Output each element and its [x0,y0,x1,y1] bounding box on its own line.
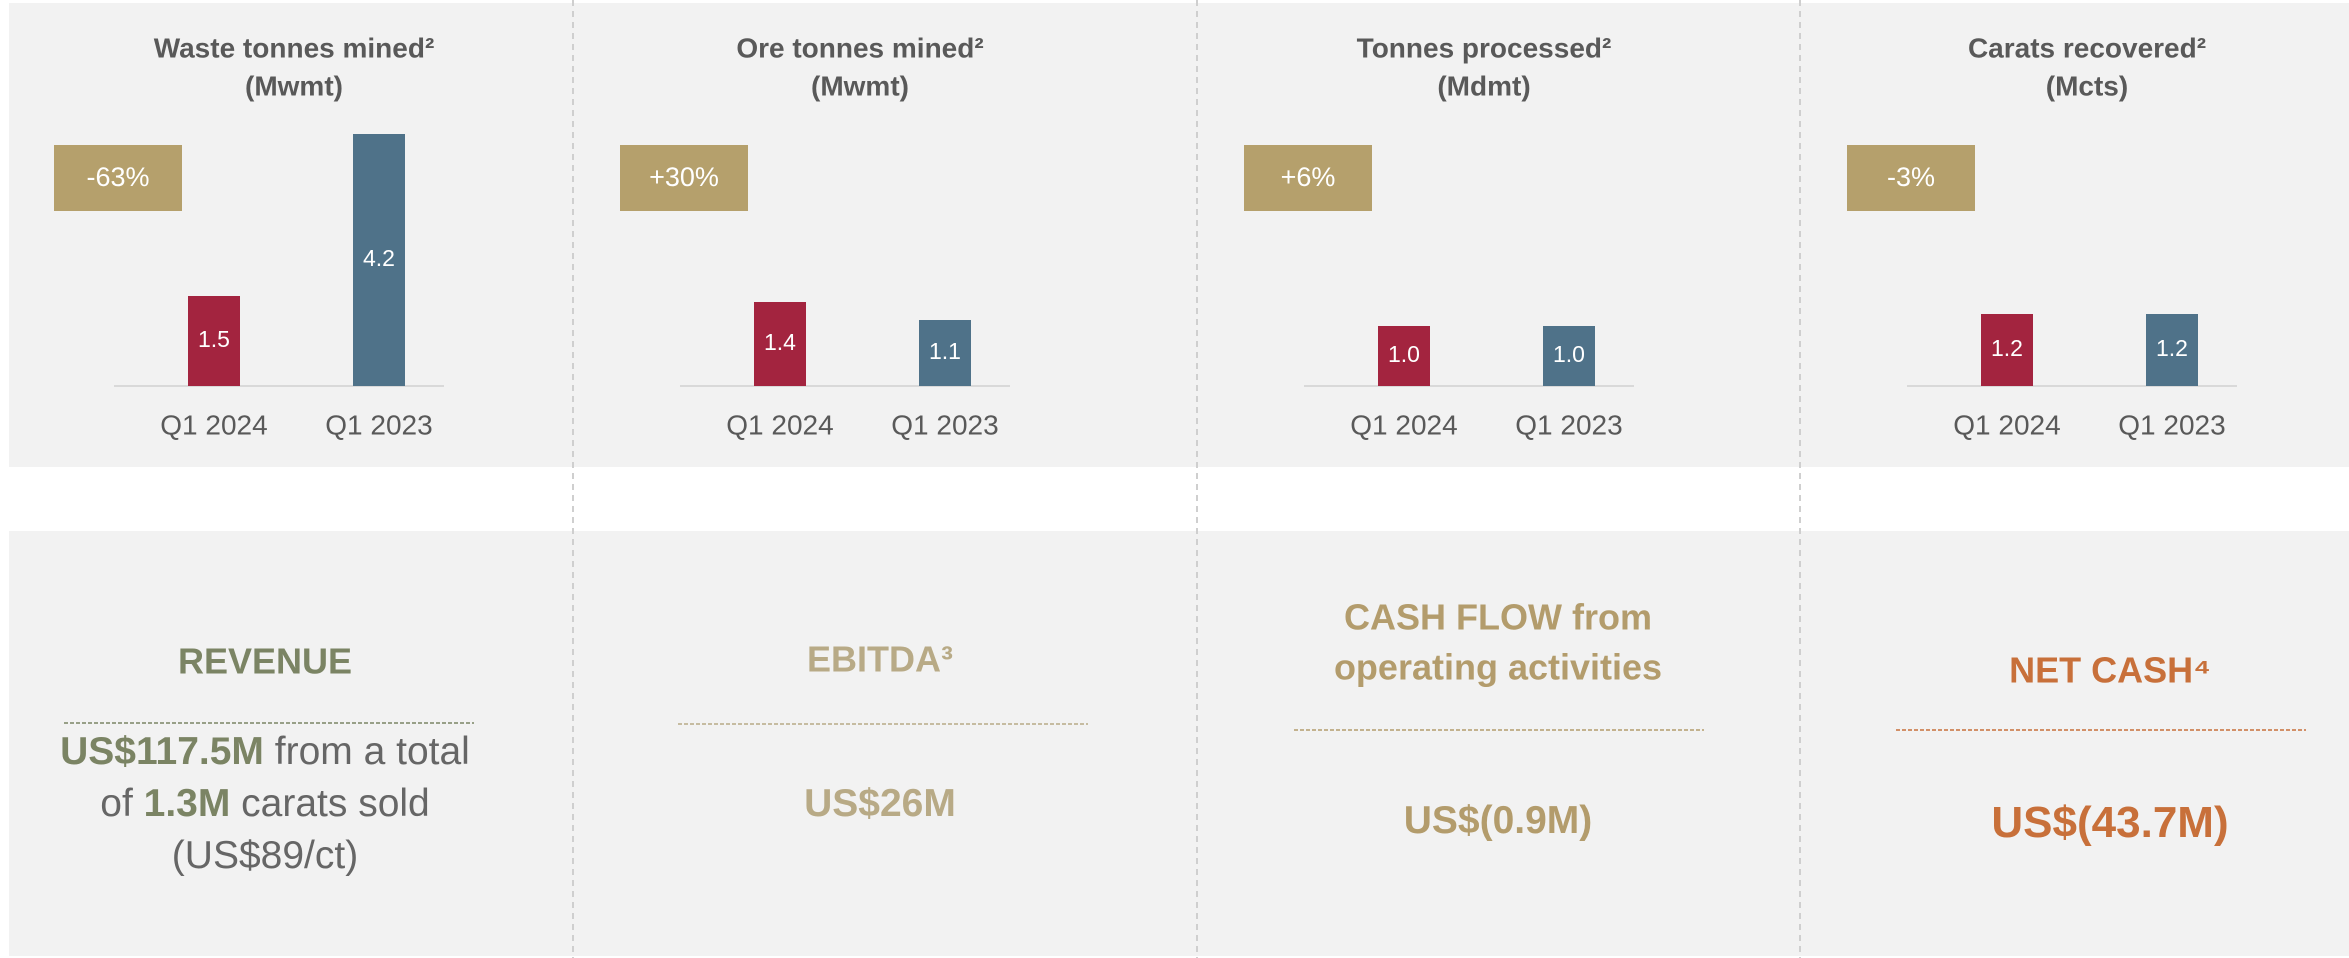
kpi-title: NET CASH⁴ [2009,650,2211,691]
kpi-value: US$117.5M from a total [60,730,470,773]
kpi-value: of 1.3M carats sold [100,782,430,825]
x-tick-label: Q1 2023 [1515,409,1622,440]
value-label: 4.2 [363,245,395,271]
kpi-text: 1.3M [144,782,231,825]
kpi-text: from a total [264,730,470,773]
chart-subtitle: (Mwmt) [811,70,909,101]
bottom-panel [9,531,2349,956]
kpi-text: US$26M [804,782,956,825]
bar [1543,326,1595,386]
x-tick-label: Q1 2023 [891,409,998,440]
change-badge [1244,145,1372,211]
x-tick-label: Q1 2023 [325,409,432,440]
kpi-value: US$26M [804,782,956,825]
chart-subtitle: (Mwmt) [245,70,343,101]
kpi-text: (US$89/ct) [172,834,358,877]
kpi-value: (US$89/ct) [172,834,358,877]
x-tick-label: Q1 2023 [2118,409,2225,440]
kpi-text: carats sold [230,782,429,825]
bar [353,134,405,386]
kpi-text: US$(43.7M) [1991,798,2228,847]
kpi-text: US$(0.9M) [1404,799,1593,842]
kpi-text: of [100,782,143,825]
change-badge [54,145,182,211]
kpi-title: EBITDA³ [807,639,953,680]
change-label: +6% [1281,162,1336,192]
value-label: 1.2 [1991,335,2023,361]
change-badge [1847,145,1975,211]
value-label: 1.0 [1388,341,1420,367]
kpi-title: CASH FLOW from [1344,597,1652,638]
x-tick-label: Q1 2024 [160,409,267,440]
change-label: -3% [1887,162,1935,192]
chart-title: Carats recovered² [1968,32,2206,63]
kpi-title: REVENUE [178,641,352,682]
bar [919,320,971,386]
chart-title: Tonnes processed² [1357,32,1612,63]
x-tick-label: Q1 2024 [1953,409,2060,440]
x-tick-label: Q1 2024 [726,409,833,440]
kpi-text: US$117.5M [60,730,264,773]
value-label: 1.4 [764,329,796,355]
separators [572,0,1801,958]
bar [754,302,806,386]
value-label: 1.0 [1553,341,1585,367]
bar [188,296,240,386]
bar [1981,314,2033,386]
value-label: 1.5 [198,326,230,352]
value-label: 1.1 [929,338,961,364]
value-label: 1.2 [2156,335,2188,361]
chart-subtitle: (Mdmt) [1437,70,1530,101]
change-label: +30% [649,162,719,192]
kpi-title: operating activities [1334,647,1662,688]
kpi-value: US$(43.7M) [1991,798,2228,847]
bar [2146,314,2198,386]
kpi-value: US$(0.9M) [1404,799,1593,842]
chart-title: Ore tonnes mined² [736,32,983,63]
change-label: -63% [86,162,149,192]
x-tick-label: Q1 2024 [1350,409,1457,440]
change-badge [620,145,748,211]
chart-title: Waste tonnes mined² [154,32,435,63]
chart-subtitle: (Mcts) [2046,70,2128,101]
bar [1378,326,1430,386]
